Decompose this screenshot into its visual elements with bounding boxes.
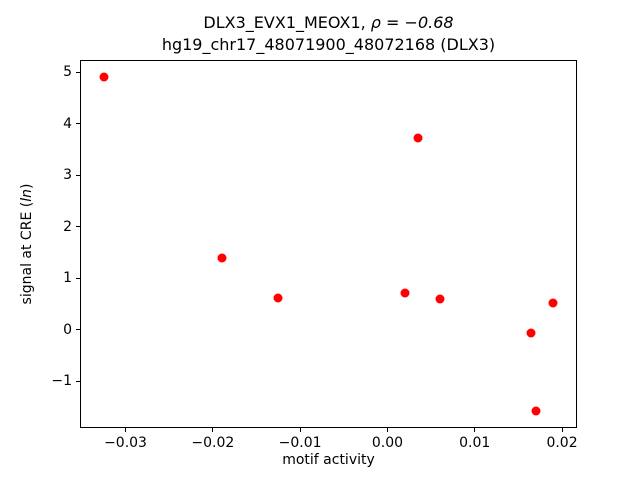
y-tick-mark: [76, 277, 81, 279]
data-point: [217, 253, 227, 263]
x-tick-mark: [212, 427, 214, 432]
y-tick-mark: [76, 380, 81, 382]
chart-title-math: ρ = −0.68: [370, 13, 454, 32]
data-point: [531, 406, 541, 416]
data-point: [400, 288, 410, 298]
data-point: [273, 293, 283, 303]
x-tick-label: 0.00: [371, 435, 404, 451]
x-tick-mark: [299, 427, 301, 432]
y-tick-label: 0: [63, 321, 72, 338]
x-tick-mark: [474, 427, 476, 432]
x-tick-mark: [386, 427, 388, 432]
chart-title: DLX3_EVX1_MEOX1, ρ = −0.68: [80, 12, 577, 34]
x-tick-mark: [561, 427, 563, 432]
data-point: [548, 298, 558, 308]
y-axis-label-suffix: ): [19, 183, 35, 190]
y-tick-mark: [76, 174, 81, 176]
y-tick-label: 5: [63, 64, 72, 81]
y-axis-label-math: ln: [19, 189, 35, 202]
y-tick-mark: [76, 329, 81, 331]
y-axis-label-text: signal at CRE (: [19, 201, 35, 305]
chart-title-text: DLX3_EVX1_MEOX1,: [203, 13, 371, 32]
y-tick-label: 2: [63, 218, 72, 235]
y-tick-mark: [76, 71, 81, 73]
x-axis-label: motif activity: [282, 452, 375, 468]
x-tick-label: 0.02: [546, 435, 578, 451]
data-point: [435, 294, 445, 304]
x-tick-label: −0.03: [104, 435, 147, 451]
y-tick-label: 1: [63, 270, 72, 287]
y-tick-label: −1: [51, 373, 72, 390]
y-axis-label: signal at CRE (ln): [19, 184, 35, 305]
y-tick-mark: [76, 226, 81, 228]
x-tick-label: −0.02: [191, 435, 235, 451]
chart-title-block: DLX3_EVX1_MEOX1, ρ = −0.68 hg19_chr17_48…: [80, 12, 577, 56]
x-tick-mark: [125, 427, 127, 432]
x-tick-label: −0.01: [278, 435, 322, 451]
x-tick-label: 0.01: [459, 435, 491, 451]
y-tick-label: 3: [63, 167, 72, 184]
chart-subtitle: hg19_chr17_48071900_48072168 (DLX3): [161, 35, 496, 54]
data-point: [99, 72, 109, 82]
y-tick-mark: [76, 123, 81, 125]
data-point: [526, 328, 536, 338]
plot-area: −0.03 −0.02 −0.01 0.00 0.01 0.02 −1 0 1 2 3 4 5: [51, 60, 578, 451]
data-point: [413, 133, 423, 143]
y-tick-label: 4: [63, 115, 72, 132]
